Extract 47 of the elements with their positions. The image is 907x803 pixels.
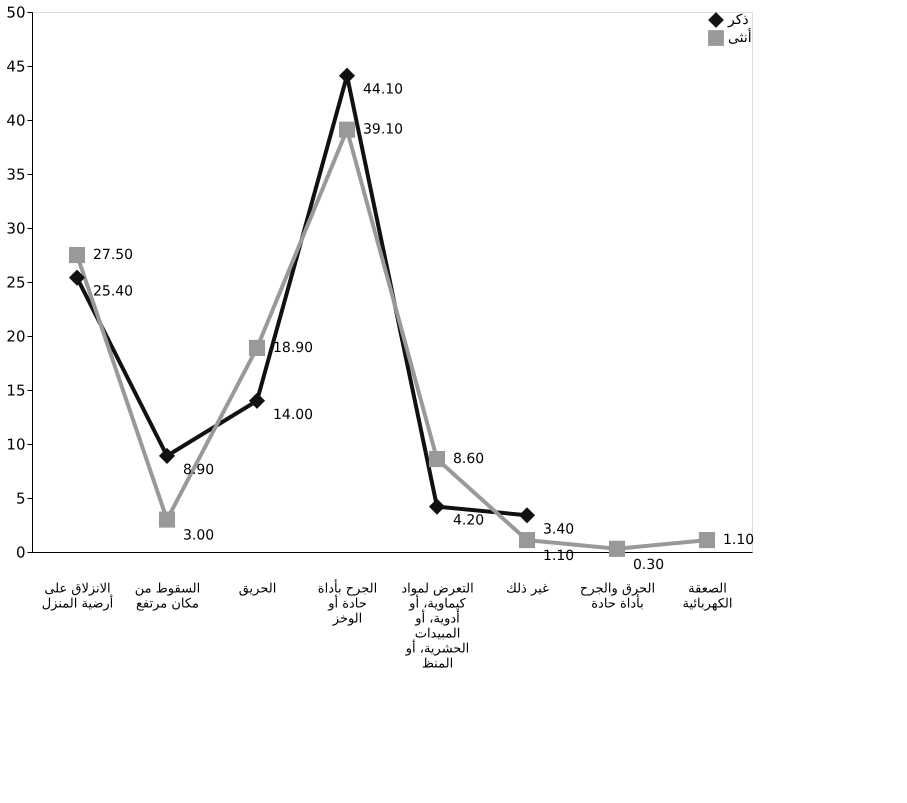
point — [158, 512, 176, 528]
point — [518, 532, 536, 548]
data-label: 27.50 — [93, 247, 134, 263]
point — [68, 246, 86, 264]
data-label: 3.40 — [543, 521, 574, 538]
point — [518, 507, 536, 524]
data-label: 8.90 — [183, 462, 214, 478]
point — [248, 340, 266, 356]
x-tick-label: الحريق — [238, 582, 276, 596]
y-tick-label: 50 — [6, 4, 26, 22]
data-label: 8.60 — [453, 451, 484, 468]
data-label: 44.10 — [363, 82, 404, 98]
legend-label: ذكر — [727, 12, 749, 28]
point — [428, 451, 446, 468]
x-tick-label: الجرح بأداة حادة أو الوخز — [318, 578, 378, 626]
data-label: 14.00 — [273, 406, 314, 423]
y-tick-label: 20 — [6, 328, 26, 346]
data-label: 0.30 — [633, 556, 664, 573]
point — [68, 270, 86, 286]
point — [248, 392, 266, 409]
y-tick-label: 35 — [6, 166, 26, 184]
point — [608, 540, 626, 557]
point — [338, 122, 356, 138]
legend-label: أنثى — [728, 28, 752, 46]
x-tick-label: الحرق والجرح بأداة حادة — [580, 582, 656, 612]
data-label: 39.10 — [363, 122, 404, 138]
data-label: 4.20 — [453, 512, 484, 529]
x-tick-label: السقوط من مكان مرتفع — [134, 582, 200, 612]
y-tick-label: 0 — [16, 544, 26, 562]
point — [158, 448, 176, 464]
y-tick-label: 40 — [6, 112, 26, 130]
x-tick-label: الانزلاق على أرضية المنزل — [42, 582, 114, 612]
y-tick-label: 15 — [6, 382, 26, 400]
point — [698, 532, 716, 548]
y-tick-label: 10 — [6, 436, 26, 454]
data-label: 3.00 — [183, 528, 214, 544]
y-tick-label: 5 — [16, 490, 26, 508]
data-label: 18.90 — [273, 340, 314, 356]
y-tick-label: 25 — [6, 274, 26, 292]
x-tick-label: التعرض لمواد كيماوية، أو أدوية، أو المبيدات الحشرية، أو المنظ — [401, 582, 474, 672]
y-tick-label: 45 — [6, 58, 26, 76]
x-tick-label: الصعقة الكهربائية — [682, 582, 733, 612]
data-label: 25.40 — [93, 284, 134, 300]
data-label: 1.10 — [723, 532, 754, 548]
y-tick-label: 30 — [6, 220, 26, 238]
x-tick-label: غير ذلك — [506, 582, 550, 596]
point — [428, 498, 446, 515]
